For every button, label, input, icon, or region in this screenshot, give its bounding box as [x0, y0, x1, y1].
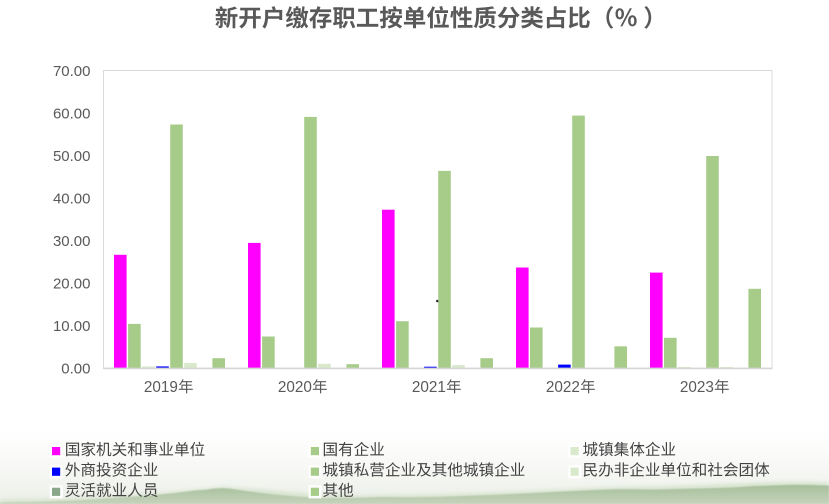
svg-text:0.00: 0.00 [61, 361, 90, 378]
svg-text:2020: 2020 [278, 379, 312, 396]
svg-text:70.00: 70.00 [53, 63, 91, 80]
svg-text:2022: 2022 [546, 379, 580, 396]
svg-text:20.00: 20.00 [53, 276, 91, 293]
svg-text:2019: 2019 [144, 379, 178, 396]
svg-text:2023: 2023 [680, 379, 714, 396]
svg-text:50.00: 50.00 [53, 148, 91, 165]
svg-text:40.00: 40.00 [53, 191, 91, 208]
svg-text:10.00: 10.00 [53, 318, 91, 335]
svg-text:30.00: 30.00 [53, 233, 91, 250]
svg-text:60.00: 60.00 [53, 105, 91, 122]
svg-text:2021: 2021 [412, 379, 446, 396]
